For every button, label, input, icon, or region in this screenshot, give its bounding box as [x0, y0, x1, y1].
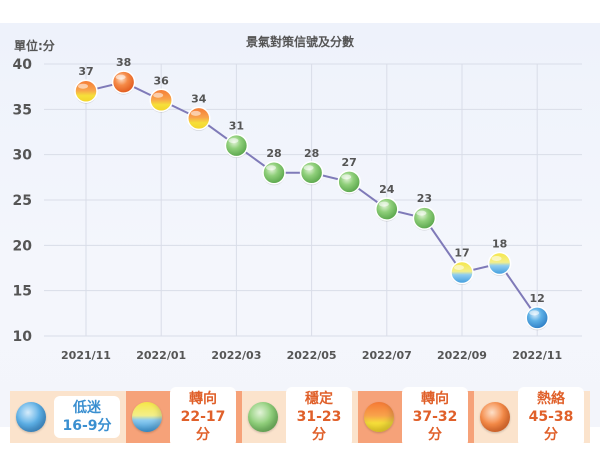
legend-signal-icon [248, 402, 278, 432]
data-label: 36 [154, 74, 170, 87]
data-point [224, 133, 249, 158]
data-point-highlight [190, 110, 201, 116]
y-tick-label: 20 [13, 238, 33, 254]
legend-name: 穩定 [305, 391, 333, 407]
legend-item-yellow-blue: 轉向 22-17分 [126, 387, 242, 447]
legend-text: 轉向 37-32分 [402, 387, 468, 447]
y-tick-label: 35 [13, 102, 32, 118]
legend-signal-icon [480, 402, 510, 432]
x-tick-label: 2022/11 [512, 349, 562, 362]
data-point-highlight [228, 138, 239, 144]
data-label: 31 [229, 120, 244, 133]
x-tick-label: 2022/01 [136, 349, 186, 362]
data-label: 38 [116, 56, 131, 69]
unit-label: 單位:分 [14, 38, 55, 53]
data-label: 27 [342, 156, 357, 169]
x-tick-label: 2022/03 [211, 349, 261, 362]
y-tick-label: 40 [13, 57, 33, 73]
legend-text: 穩定 31-23分 [286, 387, 352, 447]
y-tick-label: 15 [13, 284, 32, 300]
data-point-highlight [491, 255, 502, 261]
data-point [262, 161, 286, 185]
legend-name: 熱絡 [537, 391, 565, 407]
data-point [375, 197, 399, 221]
legend-signal-icon [16, 402, 46, 432]
legend-signal-icon [364, 402, 394, 432]
legend-item-blue: 低迷 16-9分 [10, 391, 126, 443]
legend-item-red: 熱絡 45-38分 [474, 387, 590, 447]
data-label: 24 [379, 183, 395, 196]
data-label: 23 [417, 192, 432, 205]
data-point [337, 170, 361, 194]
x-tick-label: 2022/07 [362, 349, 412, 362]
chart-title: 景氣對策信號及分數 [246, 34, 354, 49]
legend-item-yellow-red: 轉向 37-32分 [358, 387, 474, 447]
data-point-highlight [416, 210, 427, 216]
data-point-highlight [153, 92, 164, 98]
x-tick-label: 2021/11 [61, 349, 111, 362]
data-point [525, 306, 549, 330]
data-label: 17 [454, 247, 469, 260]
legend-item-green: 穩定 31-23分 [242, 387, 358, 447]
data-label: 18 [492, 237, 507, 250]
chart-panel: 10 15 20 25 30 35 40 2021/11 2022/01 2022/03 2022/… [0, 23, 600, 447]
data-point-highlight [341, 174, 352, 180]
data-point-highlight [78, 83, 88, 89]
y-tick-label: 30 [13, 148, 33, 164]
data-label: 28 [266, 147, 281, 160]
data-point [149, 88, 173, 113]
legend-name: 轉向 [421, 391, 449, 407]
x-tick-label: 2022/05 [287, 349, 337, 362]
data-label: 37 [78, 65, 93, 78]
signal-line-chart: 10 15 20 25 30 35 40 2021/11 2022/01 2022/03 2022/… [13, 34, 582, 362]
legend-range: 22-17分 [180, 409, 226, 443]
data-point-highlight [115, 74, 126, 80]
data-point-highlight [529, 310, 540, 316]
data-point [450, 260, 474, 285]
data-point [74, 79, 98, 103]
legend-signal-icon [132, 402, 162, 432]
data-point-highlight [266, 165, 276, 171]
data-point [299, 161, 324, 185]
data-label: 34 [191, 92, 207, 105]
data-point [412, 206, 437, 230]
x-tick-label: 2022/09 [437, 349, 487, 362]
data-label: 12 [530, 292, 545, 305]
data-point-highlight [303, 165, 314, 171]
legend-range: 16-9分 [62, 418, 112, 434]
legend-range: 31-23分 [296, 409, 342, 443]
legend-text: 轉向 22-17分 [170, 387, 236, 447]
data-point [187, 106, 211, 131]
y-tick-label: 25 [13, 193, 32, 209]
data-point-highlight [378, 201, 389, 207]
legend-range: 45-38分 [528, 409, 574, 443]
data-point [111, 70, 136, 94]
legend-text: 低迷 16-9分 [54, 396, 120, 438]
data-point-highlight [454, 265, 464, 271]
legend-name: 低迷 [73, 400, 101, 416]
legend-range: 37-32分 [412, 409, 458, 443]
y-tick-label: 10 [13, 329, 33, 345]
signal-legend: 低迷 16-9分 轉向 22-17分 穩定 31-23分 轉向 37-32分 熱絡 45-38分 [10, 387, 590, 447]
legend-text: 熱絡 45-38分 [518, 387, 584, 447]
legend-name: 轉向 [189, 391, 217, 407]
data-point [487, 251, 512, 276]
data-label: 28 [304, 147, 319, 160]
